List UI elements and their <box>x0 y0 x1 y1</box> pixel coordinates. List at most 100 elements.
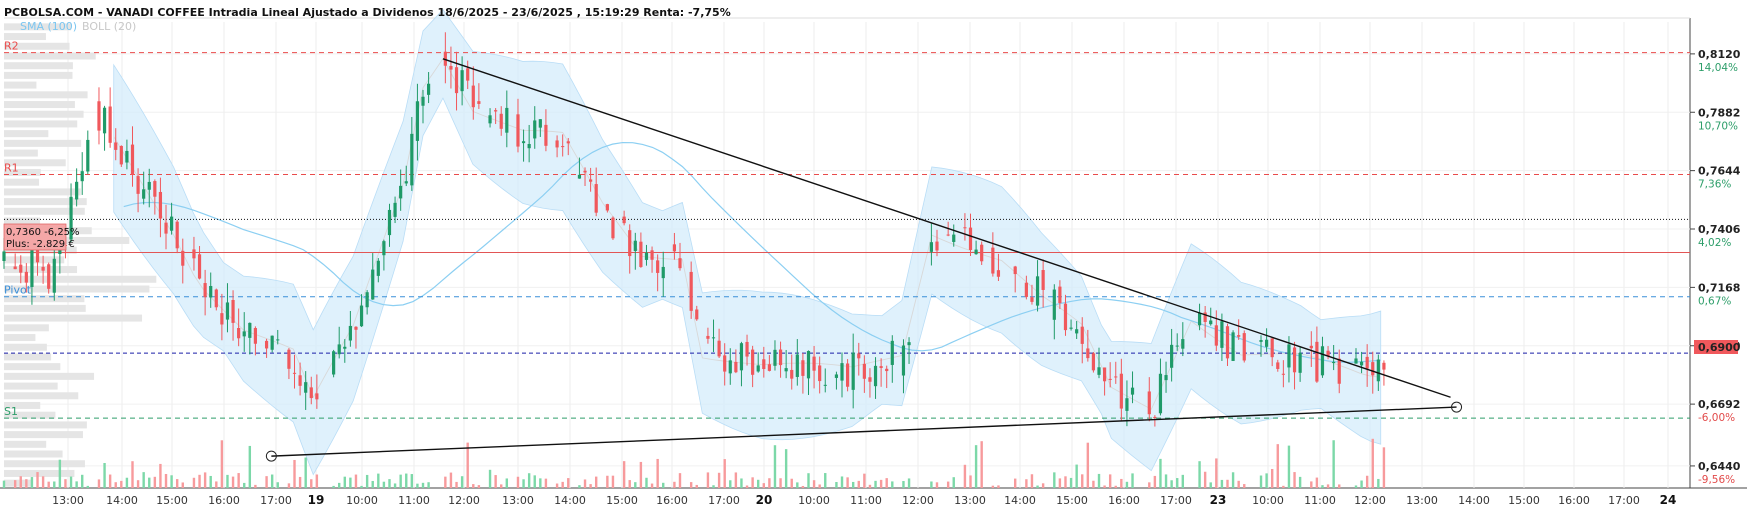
volume-bar <box>807 473 810 488</box>
candle-down <box>1147 391 1151 415</box>
boll-legend[interactable]: BOLL (20) <box>82 20 136 33</box>
volume-bar <box>1310 481 1313 488</box>
x-tick-label: 14:00 <box>1004 494 1036 507</box>
candle-down <box>935 241 939 251</box>
trendline-anchor-start <box>265 450 277 462</box>
volume-bar <box>706 472 710 488</box>
candle-up <box>1052 289 1056 320</box>
volume-profile-bar <box>4 207 85 215</box>
bollinger-fill <box>113 9 1382 476</box>
volume-bar <box>1237 480 1240 488</box>
volume-profile-bar <box>4 71 73 79</box>
candle-down <box>1237 335 1241 337</box>
sma-legend[interactable]: SMA (100) <box>20 20 77 33</box>
volume-profile-bar <box>4 431 83 439</box>
candle-up <box>142 189 146 199</box>
volume-profile-bar <box>4 304 86 312</box>
candle-down <box>734 361 738 373</box>
volume-bar <box>1382 447 1386 488</box>
candle-up <box>1130 387 1135 395</box>
volume-bar <box>544 478 548 488</box>
volume-bar <box>835 482 838 488</box>
x-tick-label: 15:00 <box>156 494 188 507</box>
volume-profile-bar <box>4 460 85 468</box>
candle-down <box>13 266 17 270</box>
volume-bar <box>555 483 559 488</box>
candle-down <box>158 191 163 219</box>
x-tick-label: 14:00 <box>1458 494 1490 507</box>
volume-bar <box>114 482 117 488</box>
volume-profile-bar <box>4 275 157 283</box>
candle-up <box>1158 373 1163 414</box>
volume-bar <box>650 483 654 488</box>
candle-up <box>1231 332 1235 361</box>
candle-down <box>97 101 101 131</box>
volume-bar <box>444 476 447 488</box>
volume-bar <box>1153 475 1157 488</box>
candle-up <box>1164 375 1168 381</box>
candle-down <box>1024 282 1028 297</box>
candle-down <box>589 179 593 182</box>
candle-up <box>795 354 799 377</box>
candle-down <box>516 114 520 147</box>
candle-up <box>376 260 380 276</box>
candle-down <box>24 271 28 283</box>
candle-down <box>751 349 755 375</box>
candle-down <box>130 144 135 175</box>
candle-down <box>991 247 995 274</box>
volume-bar <box>779 478 782 488</box>
volume-bar <box>142 472 145 488</box>
volume-bar <box>1365 475 1369 488</box>
volume-bar <box>969 475 972 488</box>
volume-bar <box>745 485 749 488</box>
volume-profile-bar <box>4 324 49 332</box>
candle-up <box>2 251 6 262</box>
y-tick-label: 0,8120 <box>1698 48 1741 61</box>
x-tick-label: 13:00 <box>1406 494 1438 507</box>
volume-bar <box>125 477 129 488</box>
volume-bar <box>717 472 721 488</box>
volume-bar <box>2 480 6 488</box>
candle-up <box>784 368 788 372</box>
volume-bar <box>310 479 313 488</box>
candle-up <box>125 150 129 163</box>
candle-down <box>857 353 861 359</box>
candle-down <box>963 227 967 229</box>
volume-bar <box>1298 476 1302 488</box>
candle-up <box>773 349 777 366</box>
volume-bar <box>237 473 240 488</box>
candle-up <box>359 305 364 327</box>
candle-down <box>1091 353 1096 371</box>
candle-up <box>371 269 375 300</box>
volume-bar <box>857 480 860 488</box>
level-label-r2: R2 <box>4 40 19 53</box>
candle-down <box>175 221 179 249</box>
x-tick-label: 15:00 <box>1056 494 1088 507</box>
candle-down <box>136 176 140 194</box>
candle-down <box>298 375 302 386</box>
volume-bar <box>1069 477 1073 488</box>
volume-bar <box>1354 485 1358 488</box>
candle-down <box>968 227 973 250</box>
candle-down <box>689 271 693 311</box>
volume-bar <box>846 477 849 488</box>
candle-up <box>1354 358 1358 364</box>
x-tick-label: 14:00 <box>554 494 586 507</box>
candle-down <box>639 241 643 267</box>
volume-bar <box>1081 474 1084 488</box>
candle-up <box>1097 367 1101 375</box>
candle-up <box>974 249 978 255</box>
candle-down <box>879 366 883 368</box>
volume-bar <box>449 472 453 488</box>
volume-bar <box>1170 480 1173 488</box>
volume-bar <box>382 481 386 488</box>
volume-bar <box>1120 478 1123 488</box>
volume-bar <box>488 469 492 488</box>
volume-profile-bar <box>4 33 46 41</box>
candle-down <box>812 356 816 371</box>
volume-bar <box>53 481 56 488</box>
x-tick-label: 19 <box>308 493 325 507</box>
volume-bar <box>416 483 419 488</box>
volume-bar <box>75 481 78 488</box>
